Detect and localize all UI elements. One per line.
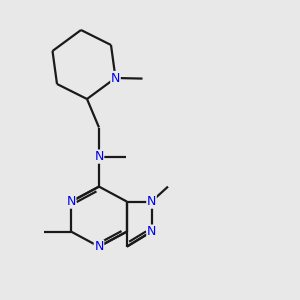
Text: N: N: [94, 240, 104, 253]
Text: N: N: [147, 225, 156, 238]
Text: N: N: [147, 195, 156, 208]
Text: N: N: [94, 150, 104, 163]
Text: N: N: [66, 195, 76, 208]
Text: N: N: [111, 71, 120, 85]
